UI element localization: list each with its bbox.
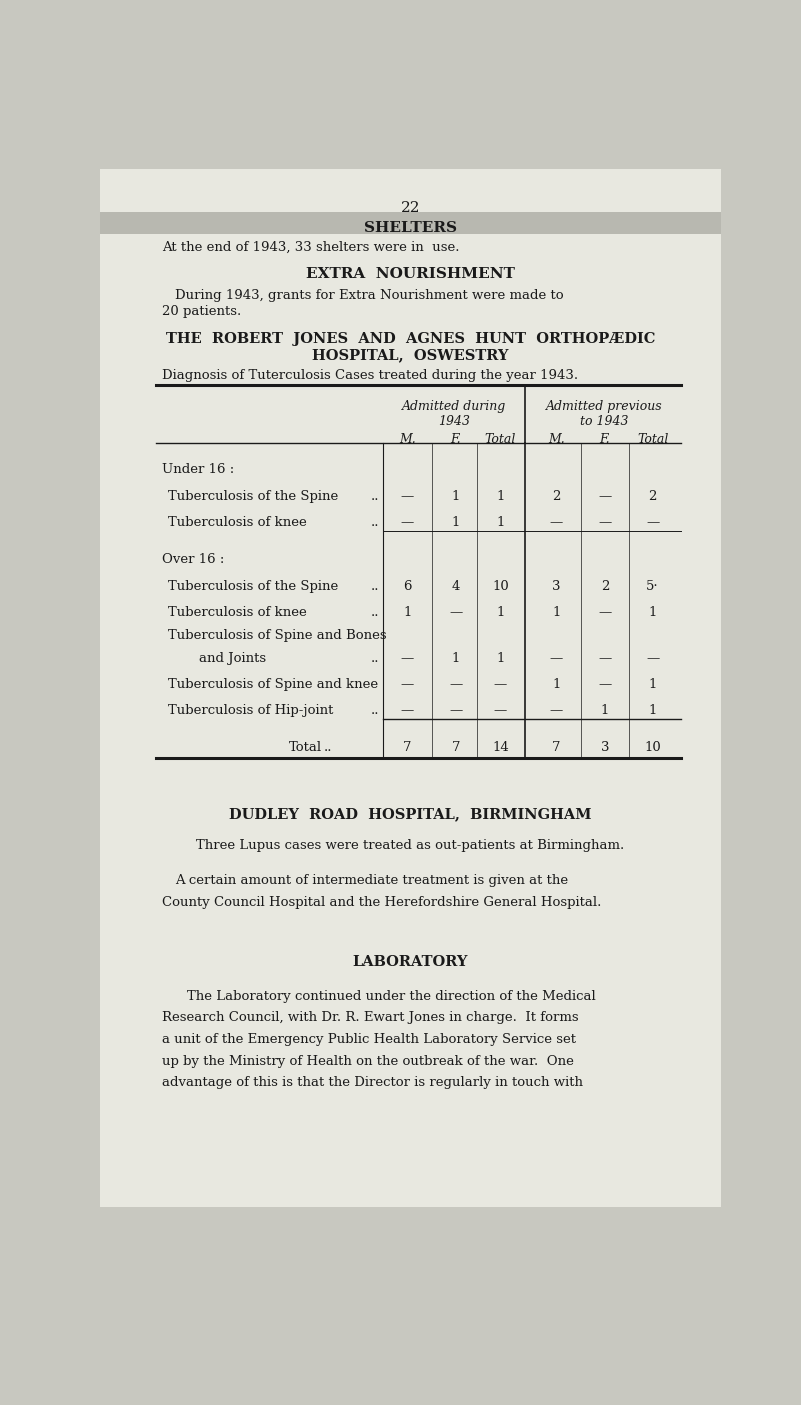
Text: —: — xyxy=(549,516,563,528)
Text: —: — xyxy=(494,679,507,691)
FancyBboxPatch shape xyxy=(100,169,721,212)
Text: 1: 1 xyxy=(497,490,505,503)
Text: ..: .. xyxy=(324,740,332,754)
Text: 6: 6 xyxy=(403,580,412,593)
Text: —: — xyxy=(646,652,659,665)
Text: —: — xyxy=(598,652,611,665)
Text: 1: 1 xyxy=(452,652,460,665)
Text: Tuberculosis of the Spine: Tuberculosis of the Spine xyxy=(168,490,339,503)
Text: 22: 22 xyxy=(400,201,421,215)
Text: —: — xyxy=(549,704,563,717)
Text: During 1943, grants for Extra Nourishment were made to: During 1943, grants for Extra Nourishmen… xyxy=(175,288,563,302)
Text: ..: .. xyxy=(371,704,380,717)
Text: 2: 2 xyxy=(649,490,657,503)
Text: THE  ROBERT  JONES  AND  AGNES  HUNT  ORTHOPÆDIC: THE ROBERT JONES AND AGNES HUNT ORTHOPÆD… xyxy=(166,332,655,346)
Text: 1: 1 xyxy=(649,704,657,717)
Text: Tuberculosis of the Spine: Tuberculosis of the Spine xyxy=(168,580,339,593)
Text: —: — xyxy=(400,516,414,528)
Text: M.: M. xyxy=(548,433,565,445)
Text: —: — xyxy=(400,704,414,717)
Text: —: — xyxy=(598,490,611,503)
Text: 20 patients.: 20 patients. xyxy=(162,305,241,318)
Text: and Joints: and Joints xyxy=(199,652,267,665)
Text: 1: 1 xyxy=(497,606,505,618)
Text: —: — xyxy=(400,490,414,503)
Text: Total: Total xyxy=(288,740,321,754)
Text: —: — xyxy=(449,704,462,717)
Text: Total: Total xyxy=(637,433,668,445)
Text: ..: .. xyxy=(371,606,380,618)
Text: Tuberculosis of knee: Tuberculosis of knee xyxy=(168,606,307,618)
Text: Tuberculosis of Spine and Bones: Tuberculosis of Spine and Bones xyxy=(168,629,387,642)
Text: 1: 1 xyxy=(452,516,460,528)
Text: ..: .. xyxy=(371,490,380,503)
Text: DUDLEY  ROAD  HOSPITAL,  BIRMINGHAM: DUDLEY ROAD HOSPITAL, BIRMINGHAM xyxy=(229,806,592,821)
Text: 1: 1 xyxy=(452,490,460,503)
Text: M.: M. xyxy=(399,433,416,445)
Text: ..: .. xyxy=(371,580,380,593)
Text: 1: 1 xyxy=(601,704,609,717)
Text: 5·: 5· xyxy=(646,580,659,593)
Text: —: — xyxy=(549,652,563,665)
Text: 10: 10 xyxy=(492,580,509,593)
Text: EXTRA  NOURISHMENT: EXTRA NOURISHMENT xyxy=(306,267,515,281)
Text: County Council Hospital and the Herefordshire General Hospital.: County Council Hospital and the Hereford… xyxy=(162,895,602,909)
Text: Research Council, with Dr. R. Ewart Jones in charge.  It forms: Research Council, with Dr. R. Ewart Jone… xyxy=(162,1012,579,1024)
Text: Under 16 :: Under 16 : xyxy=(162,462,235,476)
Text: up by the Ministry of Health on the outbreak of the war.  One: up by the Ministry of Health on the outb… xyxy=(162,1055,574,1068)
Text: advantage of this is that the Director is regularly in touch with: advantage of this is that the Director i… xyxy=(162,1076,583,1089)
Text: LABORATORY: LABORATORY xyxy=(352,955,469,969)
Text: 1943: 1943 xyxy=(438,416,470,429)
Text: 2: 2 xyxy=(601,580,609,593)
Text: 3: 3 xyxy=(601,740,609,754)
Text: Admitted during: Admitted during xyxy=(402,400,506,413)
Text: Admitted previous: Admitted previous xyxy=(546,400,662,413)
Text: 3: 3 xyxy=(552,580,561,593)
Text: 1: 1 xyxy=(552,679,561,691)
Text: Diagnosis of Tuterculosis Cases treated during the year 1943.: Diagnosis of Tuterculosis Cases treated … xyxy=(162,368,578,382)
Text: —: — xyxy=(598,606,611,618)
Text: —: — xyxy=(449,606,462,618)
Text: A certain amount of intermediate treatment is given at the: A certain amount of intermediate treatme… xyxy=(175,874,568,887)
Text: —: — xyxy=(449,679,462,691)
Text: —: — xyxy=(400,679,414,691)
Text: The Laboratory continued under the direction of the Medical: The Laboratory continued under the direc… xyxy=(187,989,596,1003)
FancyBboxPatch shape xyxy=(100,169,721,1207)
Text: 7: 7 xyxy=(552,740,561,754)
Text: —: — xyxy=(598,679,611,691)
Text: —: — xyxy=(598,516,611,528)
Text: ..: .. xyxy=(371,652,380,665)
Text: 4: 4 xyxy=(452,580,460,593)
Text: to 1943: to 1943 xyxy=(580,416,629,429)
Text: 1: 1 xyxy=(497,652,505,665)
Text: HOSPITAL,  OSWESTRY: HOSPITAL, OSWESTRY xyxy=(312,348,509,362)
Text: —: — xyxy=(400,652,414,665)
Text: 10: 10 xyxy=(644,740,661,754)
Text: Tuberculosis of knee: Tuberculosis of knee xyxy=(168,516,307,528)
Text: 7: 7 xyxy=(403,740,412,754)
Text: a unit of the Emergency Public Health Laboratory Service set: a unit of the Emergency Public Health La… xyxy=(162,1033,576,1045)
Text: 2: 2 xyxy=(552,490,561,503)
Text: 1: 1 xyxy=(552,606,561,618)
Text: 14: 14 xyxy=(492,740,509,754)
Text: Over 16 :: Over 16 : xyxy=(162,552,224,566)
Text: 1: 1 xyxy=(497,516,505,528)
Text: 1: 1 xyxy=(649,679,657,691)
Text: —: — xyxy=(646,516,659,528)
Text: ..: .. xyxy=(371,516,380,528)
Text: F.: F. xyxy=(599,433,610,445)
Text: 1: 1 xyxy=(649,606,657,618)
Text: —: — xyxy=(494,704,507,717)
Text: 1: 1 xyxy=(403,606,412,618)
Text: Tuberculosis of Hip-joint: Tuberculosis of Hip-joint xyxy=(168,704,334,717)
Text: F.: F. xyxy=(450,433,461,445)
Text: Three Lupus cases were treated as out-patients at Birmingham.: Three Lupus cases were treated as out-pa… xyxy=(196,839,625,853)
Text: SHELTERS: SHELTERS xyxy=(364,221,457,235)
Text: Total: Total xyxy=(485,433,516,445)
Text: At the end of 1943, 33 shelters were in  use.: At the end of 1943, 33 shelters were in … xyxy=(162,242,460,254)
Text: Tuberculosis of Spine and knee: Tuberculosis of Spine and knee xyxy=(168,679,379,691)
Text: 7: 7 xyxy=(452,740,460,754)
FancyBboxPatch shape xyxy=(100,169,721,233)
